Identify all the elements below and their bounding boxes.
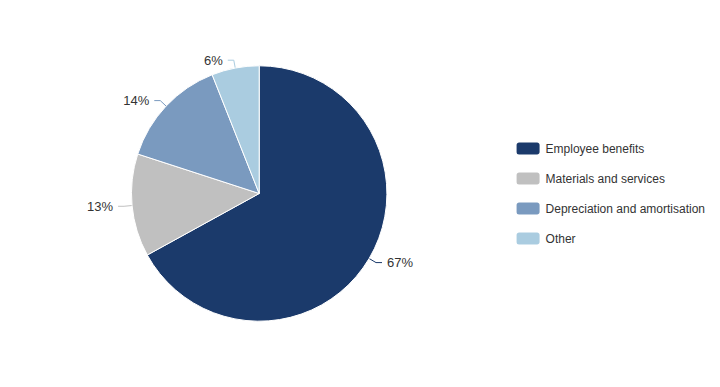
svg-text:13%: 13%: [87, 199, 113, 214]
svg-text:Depreciation and amortisation: Depreciation and amortisation: [546, 202, 705, 216]
svg-text:Other: Other: [546, 232, 576, 246]
svg-text:6%: 6%: [204, 53, 223, 68]
svg-text:Employee benefits: Employee benefits: [546, 142, 645, 156]
svg-text:Materials and services: Materials and services: [546, 172, 665, 186]
svg-text:14%: 14%: [123, 93, 149, 108]
svg-text:67%: 67%: [387, 255, 413, 270]
